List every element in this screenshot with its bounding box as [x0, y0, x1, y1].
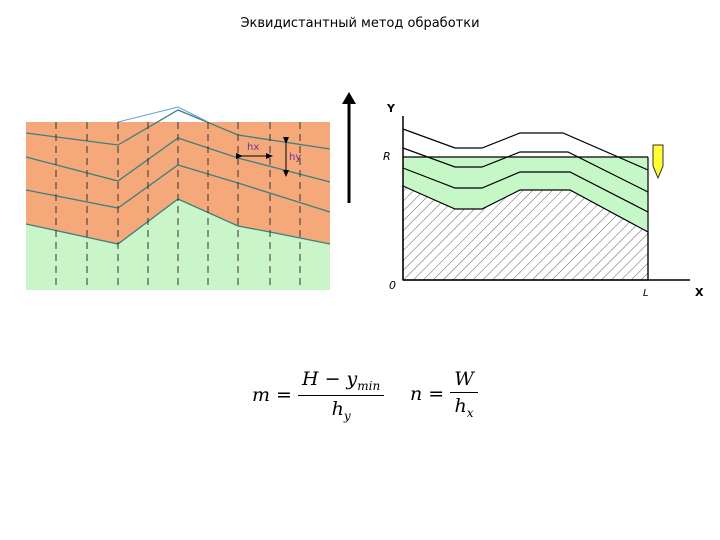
- right-diagram: Y R 0 L X: [383, 102, 704, 299]
- hy-label: hy: [289, 152, 301, 163]
- pass-grid-lines: [55, 122, 301, 290]
- formula-m-lhs: m =: [252, 384, 292, 407]
- formula-n-denominator: hx: [454, 395, 474, 420]
- r-label: R: [383, 150, 391, 163]
- axis-y-label: Y: [386, 102, 396, 115]
- formula-m-numerator: H − ymin: [297, 368, 385, 396]
- cutting-tool: [652, 144, 664, 180]
- formula-n-fraction: W hx: [450, 368, 478, 420]
- axis-x-label: X: [695, 286, 704, 299]
- page-title: Эквидистантный метод обработки: [240, 16, 480, 31]
- formula-m: m = H − ymin hy: [252, 368, 385, 423]
- origin-label: 0: [389, 279, 396, 292]
- blank-top-contour: [117, 106, 209, 123]
- formula-n-lhs: n =: [410, 382, 445, 405]
- hx-label: hx: [247, 142, 259, 153]
- formula-m-denominator: hy: [331, 397, 351, 423]
- layer-contours: [402, 128, 649, 213]
- formula-n: n = W hx: [410, 368, 478, 420]
- layer-fill: [403, 157, 648, 232]
- direction-arrow: [342, 92, 356, 203]
- formula-m-fraction: H − ymin hy: [297, 368, 385, 423]
- formula-n-numerator: W: [450, 368, 478, 393]
- l-label: L: [643, 288, 649, 299]
- left-diagram: hx hy: [25, 106, 331, 290]
